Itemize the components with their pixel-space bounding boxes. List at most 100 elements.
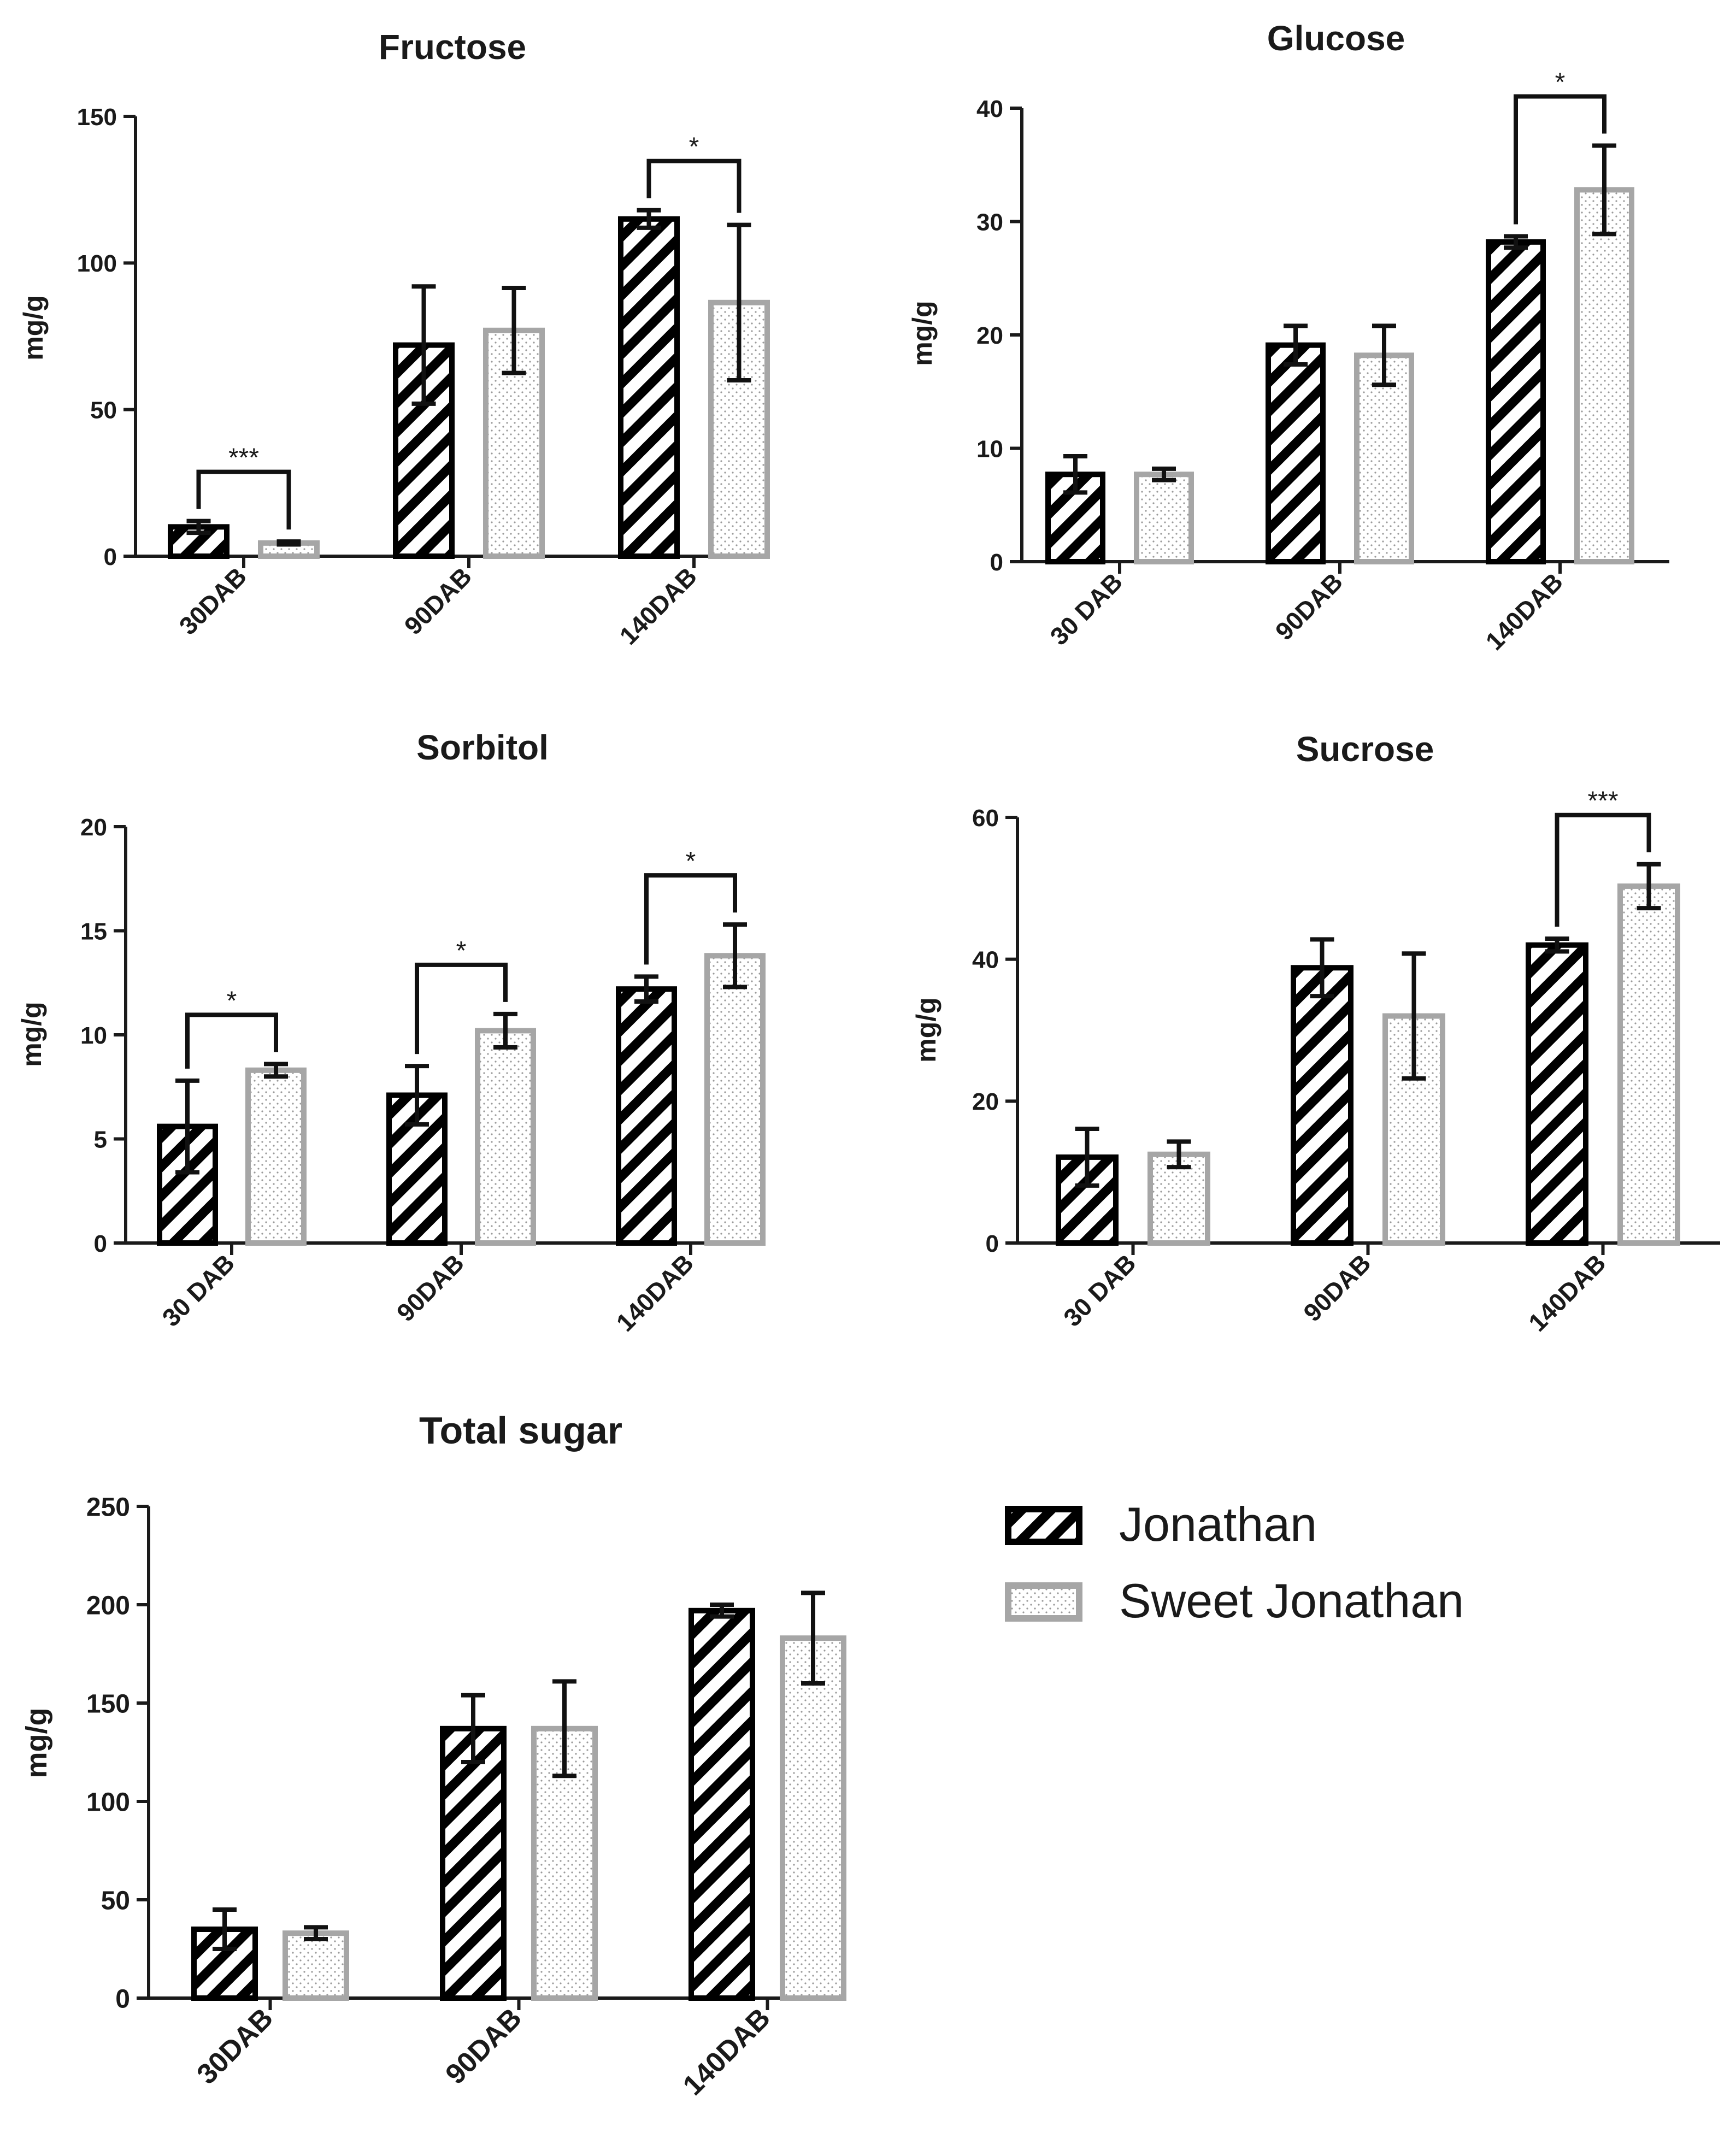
chart-title: Glucose (1267, 19, 1405, 58)
y-tick-label: 200 (86, 1591, 130, 1620)
significance-label: *** (228, 444, 259, 473)
x-tick-label: 90DAB (1270, 567, 1348, 645)
x-tick-label: 140DAB (1523, 1248, 1611, 1337)
bar-jonathan (440, 1725, 507, 2001)
y-tick-label: 15 (80, 918, 107, 945)
bar-sweet-jonathan (708, 299, 770, 559)
x-tick-label: 30 DAB (1045, 567, 1128, 650)
y-tick-label: 10 (976, 435, 1003, 462)
significance-bracket (196, 469, 291, 530)
y-tick-label: 20 (972, 1088, 999, 1115)
x-tick-label: 30DAB (191, 2002, 279, 2090)
x-tick-label: 140DAB (677, 2002, 776, 2101)
bar-jonathan (618, 216, 680, 559)
bar-sweet-jonathan (1134, 472, 1194, 564)
x-tick-label: 30 DAB (1058, 1248, 1141, 1332)
sorbitol-chart: Sorbitol mg/g 0 5 10 15 20 30 DAB 90DAB 140DAB *… (16, 728, 766, 1337)
legend-item-jonathan: Jonathan (1005, 1497, 1317, 1551)
bar-sweet-jonathan (531, 1725, 598, 2001)
bar-sweet-jonathan (780, 1635, 846, 2001)
y-tick-label: 0 (94, 1230, 107, 1257)
significance-bracket (644, 873, 737, 965)
significance-bracket (1514, 94, 1606, 225)
bar-jonathan (1266, 342, 1326, 564)
significance-label: * (456, 936, 467, 965)
legend-label: Jonathan (1119, 1497, 1317, 1551)
bar-jonathan (1291, 965, 1354, 1246)
y-tick-label: 100 (86, 1788, 130, 1817)
significance-bracket (1555, 812, 1651, 927)
legend-item-sweet-jonathan: Sweet Jonathan (1005, 1574, 1464, 1628)
y-tick-label: 20 (976, 322, 1003, 349)
x-tick-label: 90DAB (399, 562, 477, 640)
plot-area: 0 10 20 30 40 30 DAB 90DAB 140DAB * (976, 68, 1669, 656)
x-tick-label: 90DAB (391, 1248, 469, 1327)
plot-area: 0 50 100 150 200 250 30DAB 90DAB 140DAB (86, 1493, 846, 2101)
significance-label: *** (1587, 787, 1618, 816)
significance-bracket (646, 158, 742, 213)
chart-title: Sorbitol (416, 728, 549, 767)
y-tick-label: 150 (77, 104, 117, 131)
significance-label: * (686, 847, 696, 876)
significance-bracket (185, 1012, 278, 1069)
significance-bracket (415, 962, 508, 1055)
y-tick-label: 20 (80, 814, 107, 841)
plot-area: 0 20 40 60 30 DAB 90DAB 140DAB *** (972, 787, 1720, 1337)
bar-jonathan (616, 986, 677, 1246)
sucrose-chart: Sucrose mg/g 0 20 40 60 30 DAB 90DAB 140DAB *** (911, 729, 1720, 1337)
legend-swatch-hatched (1005, 1506, 1082, 1545)
y-tick-label: 60 (972, 805, 999, 832)
y-tick-label: 5 (94, 1126, 107, 1153)
bar-jonathan (688, 1607, 755, 2001)
y-tick-label: 50 (90, 397, 117, 424)
y-tick-label: 10 (80, 1022, 107, 1049)
y-tick-label: 150 (86, 1689, 130, 1718)
bar-jonathan (1526, 942, 1588, 1246)
y-tick-label: 50 (101, 1886, 130, 1915)
bar-sweet-jonathan (475, 1028, 536, 1246)
y-axis-label: mg/g (907, 301, 938, 366)
bar-sweet-jonathan (245, 1067, 307, 1246)
significance-label: * (689, 133, 699, 162)
legend-swatch-dotted (1005, 1582, 1082, 1622)
chart-title: Sucrose (1296, 729, 1434, 769)
significance-label: * (1555, 68, 1566, 97)
x-tick-label: 140DAB (1480, 567, 1569, 656)
y-tick-label: 250 (86, 1493, 130, 1522)
y-tick-label: 40 (972, 947, 999, 974)
plot-area: 0 5 10 15 20 30 DAB 90DAB 140DAB * * * (80, 814, 766, 1337)
chart-title: Fructose (379, 27, 526, 67)
x-tick-label: 90DAB (1298, 1248, 1376, 1327)
bar-sweet-jonathan (1574, 187, 1634, 564)
bar-jonathan (1486, 239, 1546, 565)
bar-sweet-jonathan (1354, 352, 1414, 564)
legend-label: Sweet Jonathan (1119, 1574, 1464, 1628)
x-tick-label: 30DAB (174, 562, 252, 640)
y-tick-label: 0 (990, 549, 1003, 576)
y-tick-label: 0 (986, 1230, 999, 1257)
y-tick-label: 30 (976, 209, 1003, 235)
x-tick-label: 140DAB (614, 562, 703, 650)
y-tick-label: 0 (115, 1984, 130, 2013)
y-tick-label: 40 (976, 96, 1003, 122)
glucose-chart: Glucose mg/g 0 10 20 30 40 30 DAB 90DAB 140DAB * (907, 19, 1669, 656)
y-axis-label: mg/g (18, 295, 49, 360)
x-tick-label: 30 DAB (157, 1248, 240, 1332)
y-axis-label: mg/g (20, 1708, 53, 1778)
y-tick-label: 0 (104, 544, 117, 570)
bar-sweet-jonathan (283, 1930, 349, 2001)
legend: Jonathan Sweet Jonathan (1005, 1497, 1464, 1628)
x-tick-label: 90DAB (439, 2002, 528, 2090)
x-tick-label: 140DAB (611, 1248, 699, 1337)
fructose-chart: Fructose mg/g 0 50 100 150 30DAB 90DAB 140DAB *… (18, 27, 770, 650)
bar-sweet-jonathan (1617, 883, 1680, 1246)
y-axis-label: mg/g (16, 1002, 47, 1067)
y-axis-label: mg/g (911, 997, 941, 1062)
y-tick-label: 100 (77, 250, 117, 277)
total-sugar-chart: Total sugar mg/g 0 50 100 150 200 250 30DAB 90D… (20, 1409, 846, 2101)
bar-sweet-jonathan (704, 953, 766, 1246)
significance-label: * (227, 986, 237, 1015)
chart-title: Total sugar (419, 1409, 622, 1452)
